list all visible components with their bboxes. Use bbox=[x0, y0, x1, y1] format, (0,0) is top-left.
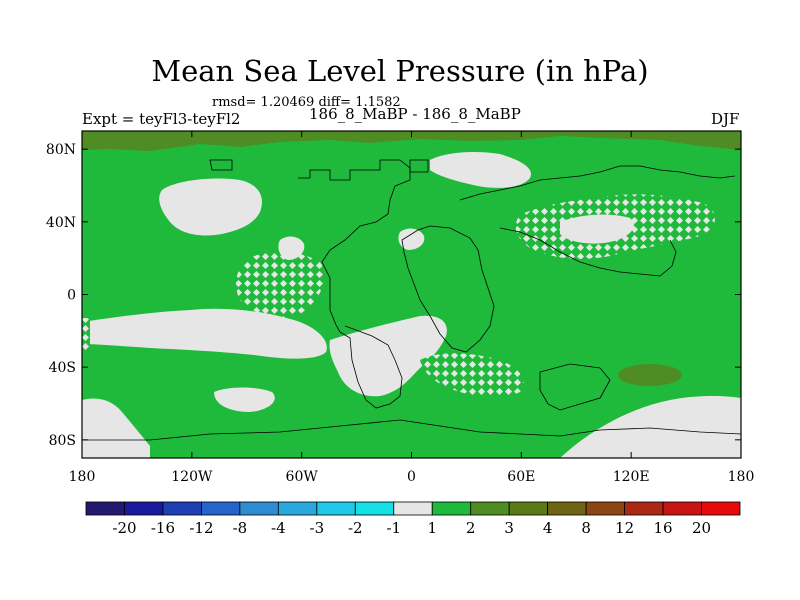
x-tick-label: 180 bbox=[69, 469, 96, 485]
colorbar-label: 16 bbox=[654, 519, 673, 537]
colorbar-swatch bbox=[277, 501, 318, 516]
africa-outline bbox=[401, 225, 495, 353]
antarctic-east-grey-patch bbox=[560, 396, 741, 458]
antarctic-west-grey-patch bbox=[82, 398, 150, 458]
southern-ocean-positive-patch bbox=[618, 364, 682, 386]
colorbar-label: -1 bbox=[386, 519, 401, 537]
x-tick-label: 0 bbox=[407, 469, 416, 485]
continent-outlines bbox=[82, 159, 741, 441]
y-tick-label: 80S bbox=[49, 433, 76, 449]
colorbar-label: 1 bbox=[427, 519, 437, 537]
axis-ticks bbox=[81, 131, 742, 458]
colorbar-swatch bbox=[431, 501, 472, 516]
y-tick-labels: 80N 40N 0 40S 80S bbox=[46, 142, 76, 449]
eurasia-north-outline bbox=[459, 165, 736, 201]
colorbar-label: -2 bbox=[348, 519, 363, 537]
colorbar-label: 4 bbox=[543, 519, 553, 537]
colorbar-swatch bbox=[354, 501, 395, 516]
asia-grey-patch bbox=[560, 214, 634, 244]
stats-label: rmsd= 1.20469 diff= 1.1582 bbox=[212, 95, 401, 110]
colorbar-labels: -20 -16 -12 -8 -4 -3 -2 -1 1 2 3 4 8 12 16 20 bbox=[112, 519, 711, 537]
north-atlantic-grey-patch bbox=[430, 152, 531, 188]
x-tick-label: 120E bbox=[613, 469, 650, 485]
colorbar bbox=[85, 501, 741, 516]
asia-south-outline bbox=[499, 227, 677, 277]
antarctica-outline bbox=[82, 419, 741, 441]
colorbar-label: 8 bbox=[581, 519, 591, 537]
greenland-fragment-outline bbox=[209, 159, 233, 171]
colorbar-swatch bbox=[624, 501, 664, 516]
y-tick-label: 0 bbox=[67, 288, 76, 304]
tropical-pacific-speckle bbox=[235, 251, 325, 318]
antarctic-green-strip bbox=[150, 446, 560, 458]
colorbar-swatch bbox=[239, 501, 279, 516]
colorbar-swatch bbox=[585, 501, 625, 516]
colorbar-label: -20 bbox=[112, 519, 136, 537]
south-indian-speckle bbox=[420, 353, 524, 398]
colorbar-label: 12 bbox=[615, 519, 634, 537]
y-tick-label: 40S bbox=[49, 360, 76, 376]
colorbar-swatch bbox=[662, 501, 702, 516]
colorbar-label: 3 bbox=[504, 519, 514, 537]
colorbar-label: -16 bbox=[151, 519, 175, 537]
colorbar-swatch bbox=[393, 501, 433, 516]
colorbar-swatch bbox=[162, 501, 202, 516]
americas-outline bbox=[298, 159, 411, 333]
south-america-outline bbox=[339, 325, 403, 409]
colorbar-swatch bbox=[85, 501, 125, 516]
mediterranean-grey-patch bbox=[398, 228, 425, 250]
south-pacific-grey-band bbox=[82, 308, 327, 359]
subtitle-label: 186_8_MaBP - 186_8_MaBP bbox=[309, 105, 521, 123]
colorbar-swatch bbox=[201, 501, 241, 516]
colorbar-swatch bbox=[470, 501, 510, 516]
colorbar-label: -12 bbox=[189, 519, 213, 537]
colorbar-label: 2 bbox=[466, 519, 476, 537]
colorbar-swatch bbox=[508, 501, 549, 516]
colorbar-swatch bbox=[316, 501, 356, 516]
colorbar-swatch bbox=[547, 501, 587, 516]
colorbar-label: -3 bbox=[310, 519, 325, 537]
central-america-grey-patch bbox=[278, 236, 305, 260]
pacific-grey-patch bbox=[159, 178, 262, 236]
x-tick-label: 60W bbox=[286, 469, 319, 485]
x-tick-label: 120W bbox=[171, 469, 213, 485]
australia-outline bbox=[539, 363, 611, 411]
season-label: DJF bbox=[711, 110, 740, 128]
plot-title: Mean Sea Level Pressure (in hPa) bbox=[151, 54, 649, 88]
x-tick-label: 60E bbox=[507, 469, 535, 485]
colorbar-swatch bbox=[701, 501, 741, 516]
map-field bbox=[82, 131, 741, 458]
y-tick-label: 80N bbox=[46, 142, 76, 158]
colorbar-label: -8 bbox=[233, 519, 248, 537]
x-tick-label: 180 bbox=[728, 469, 755, 485]
colorbar-label: -4 bbox=[271, 519, 286, 537]
scandinavia-fragment-outline bbox=[409, 159, 429, 173]
colorbar-label: 20 bbox=[692, 519, 711, 537]
south-atlantic-grey-patch bbox=[329, 315, 447, 397]
x-tick-labels: 180 120W 60W 0 60E 120E 180 bbox=[69, 469, 755, 485]
pacific-edge-speckle bbox=[82, 318, 90, 350]
arctic-positive-patch bbox=[82, 131, 741, 151]
south-pacific-grey-spot bbox=[214, 387, 275, 412]
y-tick-label: 40N bbox=[46, 215, 76, 231]
colorbar-swatch bbox=[124, 501, 164, 516]
experiment-label: Expt = teyFl3-teyFl2 bbox=[82, 110, 241, 128]
